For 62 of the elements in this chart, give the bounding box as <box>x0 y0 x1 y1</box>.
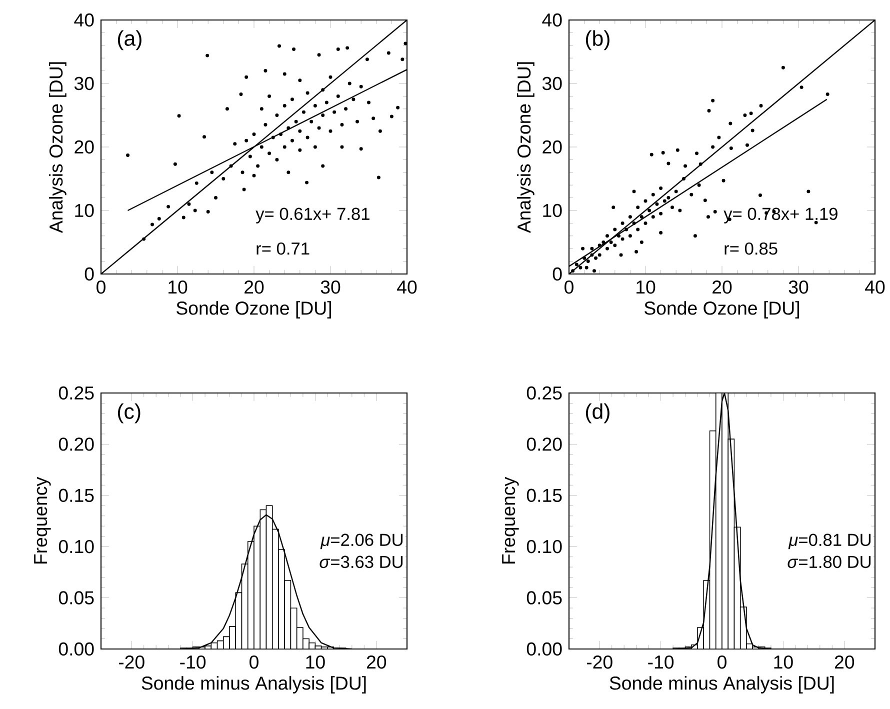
y-tick-label: 0.00 <box>58 642 94 656</box>
x-tick-label: 10 <box>168 280 188 294</box>
y-tick-label: 0.10 <box>526 540 562 554</box>
y-tick-label: 0.05 <box>526 591 562 604</box>
annotation: r= 0.71 <box>256 242 310 255</box>
x-tick-label: 0 <box>96 280 106 294</box>
x-tick-label: 40 <box>397 280 417 294</box>
x-tick-label: 20 <box>244 280 264 294</box>
y-tick-label: 20 <box>74 140 94 154</box>
x-axis-title: Sonde minus Analysis [DU] <box>142 676 366 694</box>
y-axis-title: Frequency <box>502 476 519 564</box>
y-tick-label: 40 <box>542 13 562 27</box>
annotation: r= 0.85 <box>724 242 778 255</box>
y-tick-label: 0.20 <box>58 438 94 451</box>
y-tick-label: 0 <box>552 267 562 281</box>
annotation: (b) <box>586 30 610 50</box>
x-tick-label: -10 <box>648 655 674 669</box>
annotation: (d) <box>586 403 610 424</box>
annotation: μ=0.81 DU <box>788 534 871 550</box>
y-tick-label: 0.15 <box>526 488 562 502</box>
x-axis-title: Sonde Ozone [DU] <box>176 301 331 318</box>
x-axis-title: Sonde minus Analysis [DU] <box>610 676 834 694</box>
x-tick-label: 10 <box>636 280 656 294</box>
x-tick-label: 20 <box>834 655 854 669</box>
y-tick-label: 40 <box>74 13 94 27</box>
annotation: y= 0.78x+ 1.19 <box>724 208 838 224</box>
y-tick-label: 10 <box>543 204 562 218</box>
y-axis-title: Analysis Ozone [DU] <box>48 62 66 234</box>
x-tick-label: 10 <box>306 655 325 669</box>
y-tick-label: 0.10 <box>58 540 94 554</box>
y-axis-title: Frequency <box>34 476 51 564</box>
x-tick-label: 20 <box>712 280 732 294</box>
x-axis-title: Sonde Ozone [DU] <box>644 301 799 318</box>
annotation: σ=3.63 DU <box>320 556 403 568</box>
y-tick-label: 0 <box>84 267 94 281</box>
x-tick-label: 0 <box>718 655 726 669</box>
y-tick-label: 30 <box>542 76 562 90</box>
y-tick-label: 20 <box>542 140 562 154</box>
x-tick-label: 0 <box>250 655 258 669</box>
x-tick-label: -20 <box>118 655 144 669</box>
annotation: (c) <box>118 403 140 424</box>
x-tick-label: 0 <box>564 280 574 294</box>
y-tick-label: 0.25 <box>526 386 562 400</box>
y-tick-label: 0.20 <box>526 438 562 451</box>
x-tick-label: 30 <box>320 280 340 294</box>
annotation: y= 0.61x+ 7.81 <box>256 208 370 224</box>
y-tick-label: 0.00 <box>526 642 562 656</box>
x-tick-label: -20 <box>586 655 612 669</box>
y-axis-title: Analysis Ozone [DU] <box>516 62 534 234</box>
y-tick-label: 0.15 <box>58 488 94 502</box>
y-tick-label: 10 <box>75 204 94 218</box>
annotation: σ=1.80 DU <box>788 556 871 568</box>
y-tick-label: 0.05 <box>58 591 94 604</box>
y-tick-label: 0.25 <box>58 386 94 400</box>
annotation: μ=2.06 DU <box>320 534 403 550</box>
annotation: (a) <box>118 30 142 50</box>
y-tick-label: 30 <box>74 76 94 90</box>
x-tick-label: 20 <box>366 655 386 669</box>
x-tick-label: -10 <box>180 655 206 669</box>
x-tick-label: 30 <box>788 280 808 294</box>
x-tick-label: 10 <box>774 655 793 669</box>
x-tick-label: 40 <box>865 280 885 294</box>
